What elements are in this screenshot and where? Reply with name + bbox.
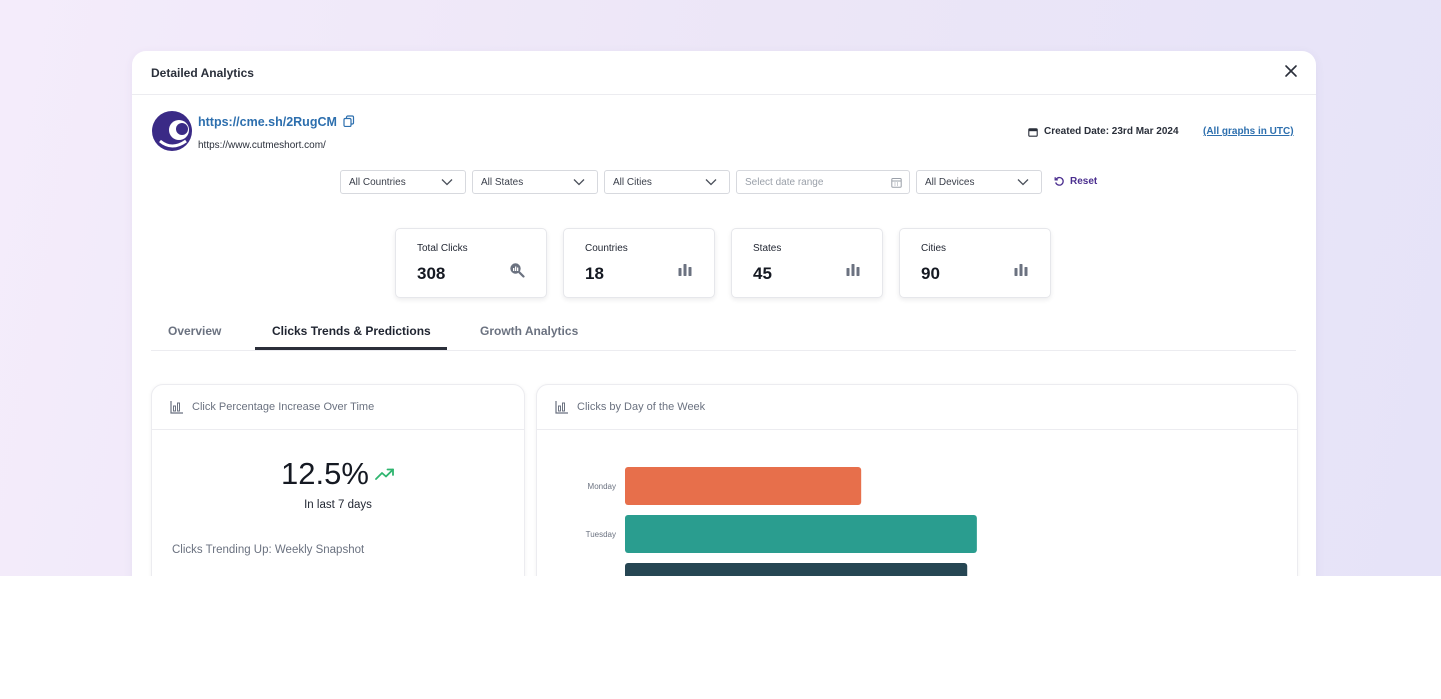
- date-range-placeholder: Select date range: [745, 176, 824, 188]
- percentage-row: 12.5%: [152, 456, 524, 492]
- reset-button[interactable]: Reset: [1054, 176, 1097, 187]
- clicks-by-day-card: Clicks by Day of the Week Monday Tuesday W…: [536, 384, 1298, 576]
- bar-chart-icon: [846, 264, 860, 276]
- country-select[interactable]: All Countries: [340, 170, 466, 194]
- percentage-value: 12.5%: [281, 456, 369, 491]
- bar-wednesday[interactable]: [625, 563, 968, 576]
- bar-chart-icon: [678, 264, 692, 276]
- city-select[interactable]: All Cities: [604, 170, 730, 194]
- stat-card-total-clicks: Total Clicks 308: [395, 228, 547, 298]
- stat-card-states: States 45: [731, 228, 883, 298]
- stat-label: Cities: [921, 243, 947, 254]
- chart-icon: [170, 401, 183, 414]
- reset-icon: [1054, 176, 1064, 186]
- brand-logo: [152, 111, 192, 151]
- date-range-input[interactable]: Select date range: [736, 170, 910, 194]
- percentage-subtitle: In last 7 days: [304, 499, 372, 511]
- chart-icon: [555, 401, 568, 414]
- calendar-icon: [891, 178, 902, 188]
- country-select-value: All Countries: [349, 176, 406, 188]
- device-select-value: All Devices: [925, 176, 975, 188]
- device-select[interactable]: All Devices: [916, 170, 1042, 194]
- bar-chart-icon: [1014, 264, 1028, 276]
- card-header: Clicks by Day of the Week: [537, 385, 1297, 430]
- short-url-link[interactable]: https://cme.sh/2RugCM: [198, 115, 337, 129]
- tab-growth-analytics[interactable]: Growth Analytics: [480, 324, 579, 338]
- trend-note: Clicks Trending Up: Weekly Snapshot: [172, 544, 365, 556]
- stat-card-countries: Countries 18: [563, 228, 715, 298]
- category-label: Tuesday: [586, 530, 616, 539]
- card-header: Click Percentage Increase Over Time: [152, 385, 524, 430]
- chevron-down-icon: [573, 179, 585, 186]
- destination-url: https://www.cutmeshort.com/: [198, 140, 326, 151]
- tab-overview[interactable]: Overview: [168, 324, 222, 338]
- state-select-value: All States: [481, 176, 524, 188]
- active-tab-indicator: [255, 347, 447, 350]
- bar-tuesday[interactable]: [625, 515, 977, 553]
- reset-label: Reset: [1070, 176, 1098, 187]
- chart-title: Clicks by Day of the Week: [577, 401, 706, 413]
- analytics-modal: Detailed Analytics https://cme.sh/2RugCM…: [132, 51, 1316, 576]
- trending-up-icon: [375, 468, 394, 480]
- click-percentage-card: Click Percentage Increase Over Time 12.5…: [151, 384, 525, 576]
- stat-label: Countries: [585, 243, 628, 254]
- stat-value: 90: [921, 264, 940, 283]
- modal-header: Detailed Analytics: [132, 51, 1316, 95]
- chevron-down-icon: [1017, 179, 1029, 186]
- close-icon[interactable]: [1282, 62, 1300, 80]
- category-label: Monday: [588, 482, 616, 491]
- calendar-icon: [1028, 127, 1038, 137]
- modal-title: Detailed Analytics: [151, 66, 254, 80]
- tab-clicks-trends[interactable]: Clicks Trends & Predictions: [272, 324, 431, 338]
- stat-label: Total Clicks: [417, 243, 468, 254]
- stat-value: 45: [753, 264, 772, 283]
- analytics-tabs: Overview Clicks Trends & Predictions Gro…: [151, 315, 1296, 351]
- chevron-down-icon: [705, 179, 717, 186]
- city-select-value: All Cities: [613, 176, 652, 188]
- stat-label: States: [753, 243, 782, 254]
- stat-value: 18: [585, 264, 604, 283]
- state-select[interactable]: All States: [472, 170, 598, 194]
- copy-icon[interactable]: [343, 115, 355, 127]
- bar-monday[interactable]: [625, 467, 862, 505]
- utc-link[interactable]: (All graphs in UTC): [1203, 126, 1294, 137]
- chevron-down-icon: [441, 179, 453, 186]
- page-background: Detailed Analytics https://cme.sh/2RugCM…: [0, 0, 1441, 576]
- search-chart-icon: [510, 263, 525, 278]
- created-date-text: Created Date: 23rd Mar 2024: [1044, 126, 1179, 137]
- card-title: Click Percentage Increase Over Time: [192, 401, 375, 413]
- stat-value: 308: [417, 264, 446, 283]
- created-date: Created Date: 23rd Mar 2024: [1028, 126, 1179, 137]
- stat-card-cities: Cities 90: [899, 228, 1051, 298]
